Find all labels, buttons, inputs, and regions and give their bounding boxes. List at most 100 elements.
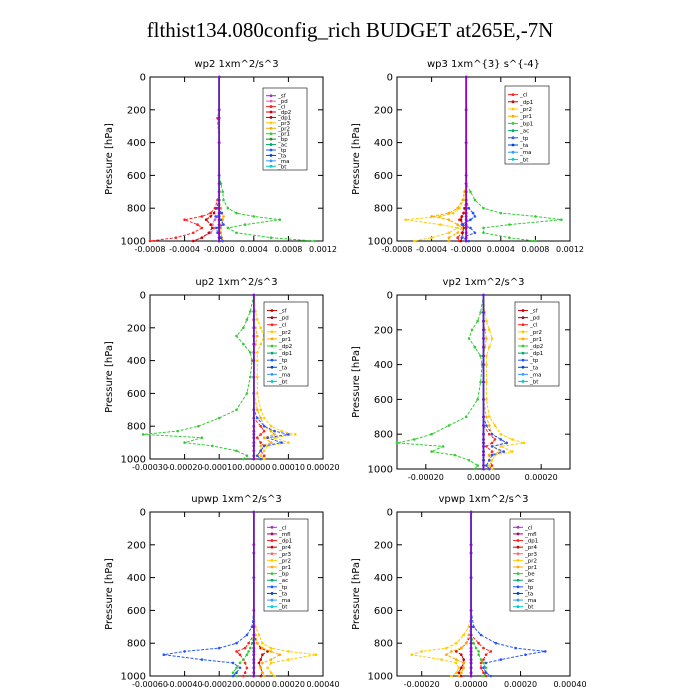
data-point	[490, 450, 494, 453]
data-point	[467, 206, 471, 210]
x-tick-label: 0.00040	[553, 680, 586, 689]
legend-marker	[270, 365, 274, 369]
legend-marker	[521, 337, 525, 341]
data-point	[493, 438, 497, 441]
data-point	[473, 215, 477, 218]
data-point	[413, 438, 416, 441]
legend-marker	[270, 578, 274, 582]
data-point	[259, 449, 263, 453]
data-point	[252, 293, 256, 297]
data-point	[200, 658, 204, 661]
legend-label: _ac	[519, 129, 529, 135]
chart-title: upwp 1xm^2/s^3	[191, 494, 281, 505]
data-point	[450, 650, 453, 653]
legend-marker	[270, 572, 274, 576]
data-point	[217, 646, 221, 650]
chart-title: wp3 1xm^{3} s^{-4}	[427, 59, 540, 70]
data-point	[252, 375, 256, 379]
data-point	[479, 380, 482, 384]
data-point	[243, 646, 247, 650]
x-tick-label: -0.00020	[408, 473, 444, 482]
data-point	[499, 211, 503, 215]
data-point	[252, 671, 256, 674]
data-point	[252, 609, 256, 612]
data-point	[482, 453, 485, 457]
data-point	[252, 408, 256, 412]
data-point	[259, 454, 263, 458]
data-point	[474, 646, 478, 650]
data-point	[217, 239, 221, 243]
page-title: flthist134.080config_rich BUDGET at265E,…	[146, 18, 554, 42]
data-point	[252, 650, 256, 653]
legend-label: _ac	[277, 143, 287, 149]
data-point	[469, 226, 472, 230]
y-tick-label: 1000	[121, 237, 146, 248]
data-point	[482, 354, 485, 358]
data-point	[469, 674, 473, 678]
legend-marker	[521, 316, 525, 320]
data-point	[148, 239, 152, 243]
data-point	[252, 416, 256, 420]
data-point	[502, 450, 506, 453]
y-tick-label: 800	[127, 639, 146, 650]
data-point	[262, 436, 266, 440]
legend-marker	[269, 105, 273, 108]
data-point	[262, 429, 266, 433]
y-tick-label: 600	[127, 389, 146, 400]
data-point	[462, 666, 466, 670]
data-point	[249, 310, 252, 313]
data-point	[430, 450, 433, 453]
legend-marker	[511, 143, 515, 147]
legend-box	[263, 301, 309, 387]
data-point	[469, 625, 473, 629]
legend-marker	[516, 525, 520, 529]
data-point	[269, 658, 273, 661]
series-line-cl	[149, 77, 220, 242]
legend-label: _bt	[277, 164, 287, 170]
data-point	[499, 658, 503, 661]
x-tick-label: 0.00000	[455, 680, 488, 689]
data-point	[508, 236, 511, 239]
data-point	[493, 424, 497, 427]
y-tick-label: 200	[127, 323, 146, 334]
legend-label: _sf	[529, 309, 539, 315]
legend-marker	[270, 585, 274, 589]
legend-marker	[269, 164, 273, 168]
data-point	[287, 658, 290, 661]
data-point	[456, 231, 459, 235]
data-point	[490, 441, 494, 445]
data-point	[255, 641, 259, 645]
data-point	[488, 415, 491, 419]
data-point	[252, 342, 256, 346]
legend-marker	[521, 380, 525, 383]
y-tick-label: 200	[127, 105, 146, 116]
legend-label: _pr4	[278, 545, 292, 551]
legend-label: _pr1	[278, 337, 291, 343]
data-point	[455, 650, 458, 653]
legend-marker	[521, 351, 525, 355]
data-point	[247, 650, 250, 653]
data-point	[252, 646, 256, 650]
data-point	[221, 239, 224, 243]
legend-label: _bp	[277, 137, 288, 143]
legend-label: _dp1	[519, 100, 533, 106]
data-point	[467, 625, 471, 629]
data-point	[464, 174, 468, 177]
data-point	[469, 543, 473, 547]
data-point	[482, 380, 485, 384]
data-point	[252, 625, 256, 629]
x-tick-label: 0.0004	[487, 245, 515, 254]
legend-label: _pr2	[277, 126, 290, 132]
data-point	[255, 351, 259, 354]
legend-marker	[516, 605, 520, 609]
series-line-pr2	[405, 77, 467, 242]
data-point	[460, 674, 463, 678]
data-point	[261, 646, 264, 650]
chart-title: wp2 1xm^2/s^3	[194, 59, 278, 70]
legend-marker	[269, 99, 273, 103]
legend-marker	[521, 358, 525, 362]
data-point	[447, 231, 451, 235]
data-point	[479, 661, 483, 665]
legend-marker	[511, 93, 515, 96]
data-point	[200, 236, 204, 239]
